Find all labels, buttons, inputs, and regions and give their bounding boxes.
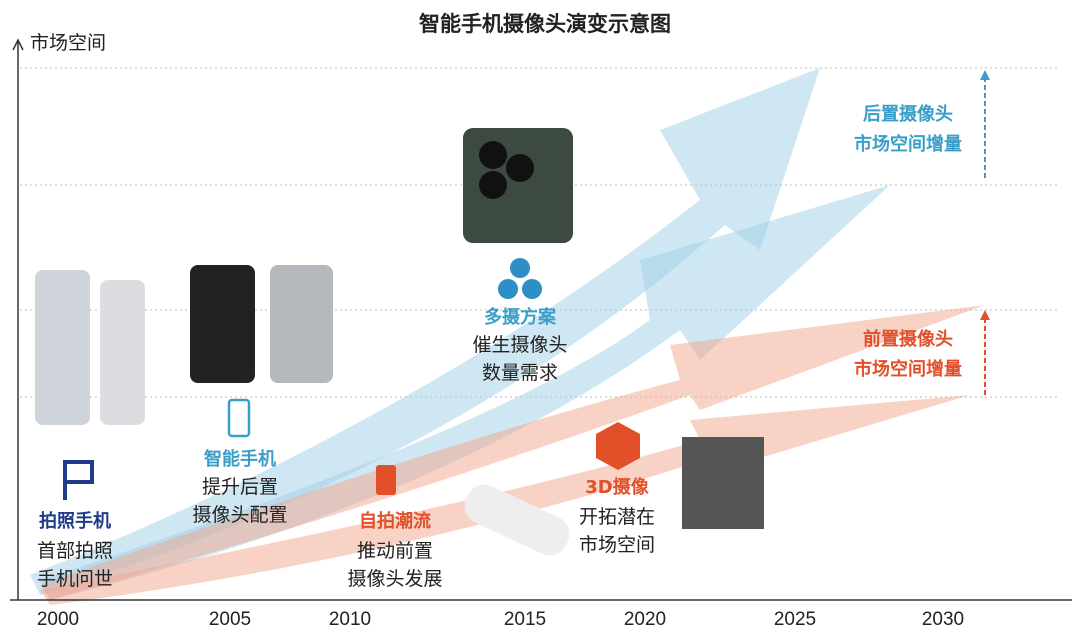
x-label: 2025: [774, 609, 816, 630]
arrow-head: [980, 310, 990, 320]
phone-icon: [229, 400, 249, 436]
milestone-title: 拍照手机: [39, 510, 111, 532]
flip-phone: [100, 280, 145, 425]
milestone-title: 多摄方案: [484, 306, 557, 328]
x-labels: 2000 2005 2010 2015 2020 2025 2030: [37, 609, 964, 630]
title: 智能手机摄像头演变示意图: [419, 12, 671, 36]
x-label: 2030: [922, 609, 964, 630]
dot-icon: [498, 279, 518, 299]
milestone-text: 手机问世: [37, 568, 113, 590]
milestone-text: 数量需求: [482, 362, 558, 384]
side-note: 后置摄像头: [863, 103, 953, 125]
x-label: 2005: [209, 609, 251, 630]
lens: [479, 141, 507, 169]
milestone-text: 首部拍照: [37, 540, 113, 562]
milestone-title: 自拍潮流: [359, 510, 431, 532]
flip-phone: [35, 270, 90, 425]
milestone-title: 智能手机: [204, 448, 276, 470]
side-notes: 后置摄像头 市场空间增量 前置摄像头 市场空间增量: [854, 70, 990, 395]
face-scan: [682, 437, 764, 529]
milestone-title: 3D摄像: [585, 476, 649, 498]
milestone-text: 推动前置: [357, 540, 433, 562]
milestone-text: 摄像头配置: [192, 504, 287, 526]
flag-icon: [65, 460, 92, 500]
lens: [506, 154, 534, 182]
milestone-text: 催生摄像头: [472, 334, 567, 356]
dot-icon: [510, 258, 530, 278]
arrow-head: [980, 70, 990, 80]
milestone-text: 摄像头发展: [347, 568, 442, 590]
side-note: 市场空间增量: [854, 358, 962, 380]
iphone-front: [190, 265, 255, 383]
dot-icon: [522, 279, 542, 299]
side-note: 前置摄像头: [863, 328, 953, 350]
x-label: 2020: [624, 609, 666, 630]
milestone-text: 提升后置: [202, 476, 278, 498]
milestone-text: 市场空间: [579, 534, 655, 556]
diagram: 智能手机摄像头演变示意图 市场空间 2000 2005 2010 2015 20…: [0, 0, 1078, 633]
milestone-text: 开拓潜在: [579, 506, 655, 528]
x-label: 2015: [504, 609, 546, 630]
side-note: 市场空间增量: [854, 133, 962, 155]
selfie-icon: [376, 465, 396, 495]
x-label: 2000: [37, 609, 79, 630]
y-label: 市场空间: [30, 32, 106, 54]
iphone-back: [270, 265, 333, 383]
x-label: 2010: [329, 609, 371, 630]
lens: [479, 171, 507, 199]
